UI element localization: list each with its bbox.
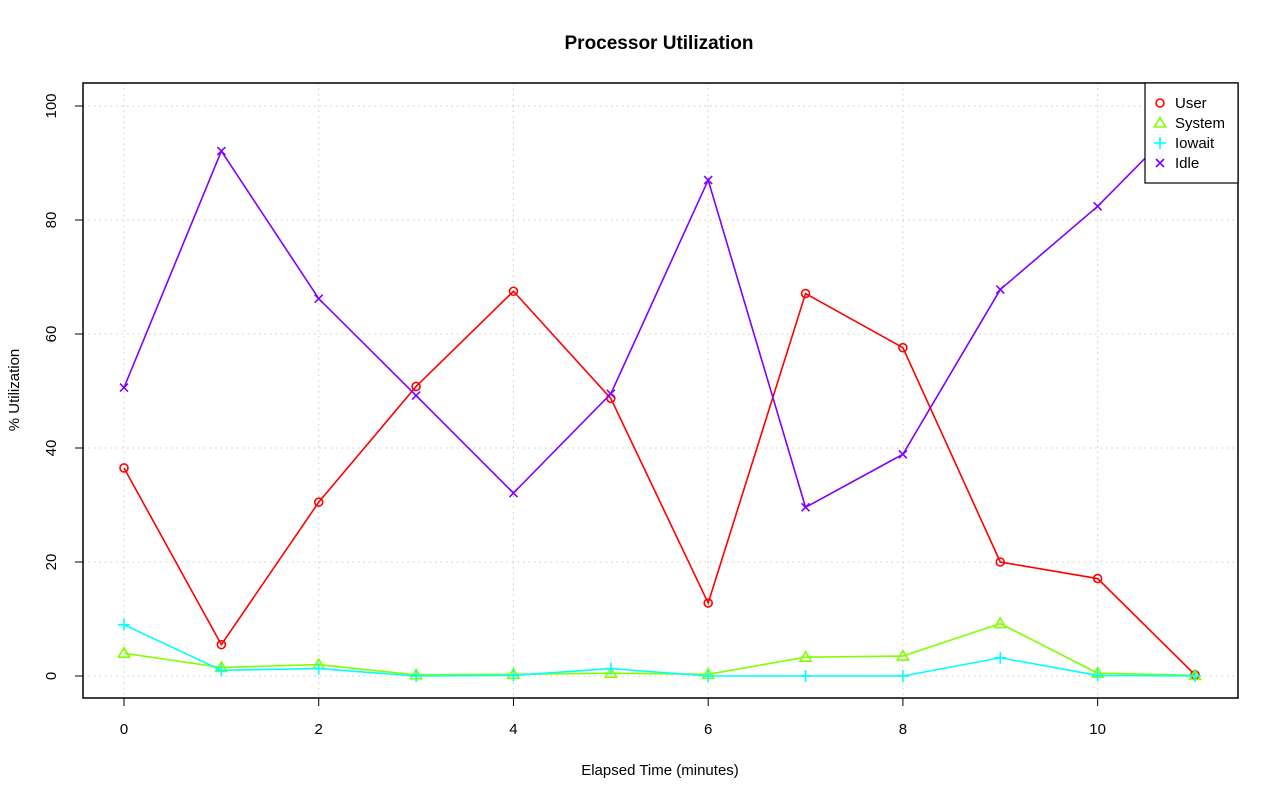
y-tick-label: 0	[43, 672, 60, 680]
data-point-iowait	[799, 670, 812, 682]
data-point-iowait	[896, 670, 909, 682]
series-layer	[117, 103, 1202, 682]
series-line-idle	[123, 107, 1196, 509]
data-point-iowait	[604, 662, 617, 675]
data-point-iowait	[507, 669, 520, 682]
legend-label-idle: Idle	[1175, 155, 1199, 172]
data-point-idle	[703, 175, 713, 185]
x-tick-label: 0	[120, 721, 128, 738]
data-point-user	[800, 288, 811, 299]
data-point-idle	[119, 383, 129, 393]
y-axis: 0 20 40 60 80 100	[43, 93, 83, 680]
data-point-user	[313, 497, 324, 507]
series-system	[117, 616, 1202, 681]
y-tick-label: 60	[43, 326, 60, 343]
data-point-idle	[1093, 201, 1103, 211]
data-point-user	[119, 463, 129, 473]
data-point-iowait	[312, 662, 325, 675]
legend: User System Iowait Idle	[1144, 82, 1239, 184]
legend-label-iowait: Iowait	[1175, 135, 1215, 152]
chart-title: Processor Utilization	[565, 33, 754, 54]
series-idle	[119, 103, 1200, 512]
plot-frame	[82, 82, 1239, 699]
data-point-idle	[995, 284, 1005, 295]
data-point-user	[703, 598, 713, 608]
legend-marker-system	[1153, 115, 1167, 128]
x-axis-label: Elapsed Time (minutes)	[581, 762, 739, 779]
data-point-user	[1092, 573, 1103, 584]
data-point-system	[993, 616, 1008, 629]
data-point-iowait	[410, 670, 423, 682]
legend-marker-idle	[1155, 158, 1165, 168]
data-point-user	[995, 557, 1006, 567]
data-point-system	[603, 666, 618, 678]
x-tick-label: 4	[509, 721, 517, 738]
series-user	[119, 286, 1200, 680]
x-tick-label: 6	[704, 721, 712, 738]
legend-marker-iowait	[1154, 137, 1166, 149]
data-point-idle	[508, 488, 519, 498]
data-point-system	[896, 648, 910, 661]
series-iowait	[118, 618, 1201, 682]
data-point-idle	[606, 389, 616, 399]
data-point-iowait	[215, 664, 228, 677]
data-point-idle	[800, 502, 811, 512]
data-point-iowait	[702, 670, 715, 682]
data-point-iowait	[118, 618, 130, 631]
y-tick-label: 20	[43, 554, 60, 571]
data-point-user	[508, 286, 519, 297]
y-axis-label: % Utilization	[6, 349, 23, 432]
series-line-system	[123, 622, 1196, 677]
series-line-user	[123, 290, 1196, 676]
x-tick-label: 10	[1089, 721, 1106, 738]
x-axis: 0 2 4 6 8 10	[120, 698, 1106, 738]
data-point-user	[898, 342, 908, 353]
data-point-user	[216, 639, 227, 650]
y-tick-label: 100	[43, 93, 60, 118]
data-point-system	[798, 650, 813, 662]
legend-marker-user	[1155, 98, 1165, 108]
x-tick-label: 8	[899, 721, 907, 738]
grid	[83, 83, 1238, 698]
data-point-system	[117, 646, 131, 659]
data-point-idle	[898, 449, 908, 459]
data-point-iowait	[1189, 670, 1201, 682]
x-tick-label: 2	[315, 721, 323, 738]
data-point-iowait	[1091, 669, 1104, 682]
legend-label-system: System	[1175, 115, 1225, 132]
data-point-user	[411, 381, 421, 392]
data-point-idle	[216, 146, 226, 156]
series-line-iowait	[123, 623, 1196, 677]
y-tick-label: 80	[43, 212, 60, 229]
y-tick-label: 40	[43, 440, 60, 457]
data-point-iowait	[994, 651, 1007, 664]
data-point-idle	[314, 294, 324, 304]
legend-label-user: User	[1175, 95, 1207, 112]
data-point-idle	[411, 390, 421, 401]
